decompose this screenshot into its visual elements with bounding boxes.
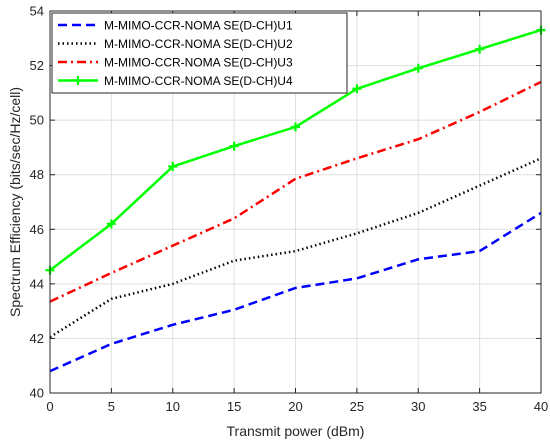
y-tick-label: 46 [30,222,44,237]
y-tick-label: 44 [30,276,44,291]
x-axis-label: Transmit power (dBm) [227,423,365,439]
x-tick-label: 25 [350,399,364,414]
legend-label: M-MIMO-CCR-NOMA SE(D-CH)U3 [104,56,293,70]
x-tick-label: 0 [46,399,53,414]
data-point-u4 [413,63,423,73]
data-point-u4 [352,84,362,94]
series-line-u2 [49,157,542,339]
data-point-u4 [291,122,300,132]
x-tick-label: 40 [534,399,548,414]
y-tick-label: 48 [30,167,44,182]
series-line-u1 [49,211,542,373]
x-tick-label: 10 [166,399,180,414]
legend-marker [73,76,83,85]
legend-box [51,12,348,94]
y-tick-label: 54 [30,4,44,19]
x-tick-label: 20 [288,399,302,414]
y-tick-label: 42 [30,331,44,346]
axes: 0 5 10 15 20 25 30 35 40 40 42 44 46 48 50 52 54 [30,4,549,415]
legend: M-MIMO-CCR-NOMA SE(D-CH)U1 M-MIMO-CCR-NOM… [51,12,348,94]
x-tick-label: 5 [108,399,115,414]
y-axis-label: Spectrum Efficiency (bits/sec/Hz/cell) [7,87,23,317]
legend-label: M-MIMO-CCR-NOMA SE(D-CH)U4 [104,74,293,88]
data-point-u4 [229,141,239,151]
legend-label: M-MIMO-CCR-NOMA SE(D-CH)U1 [104,19,293,33]
x-tick-label: 35 [472,399,486,414]
series-line-u3 [49,80,542,303]
data-point-u4 [106,219,116,229]
data-series [45,25,546,373]
legend-label: M-MIMO-CCR-NOMA SE(D-CH)U2 [104,37,293,51]
x-tick-label: 15 [227,399,241,414]
y-tick-label: 50 [30,113,44,128]
y-tick-label: 40 [30,386,44,401]
data-point-u4 [475,44,485,54]
x-tick-label: 30 [411,399,425,414]
data-point-u4 [168,162,178,172]
y-tick-label: 52 [30,58,44,73]
